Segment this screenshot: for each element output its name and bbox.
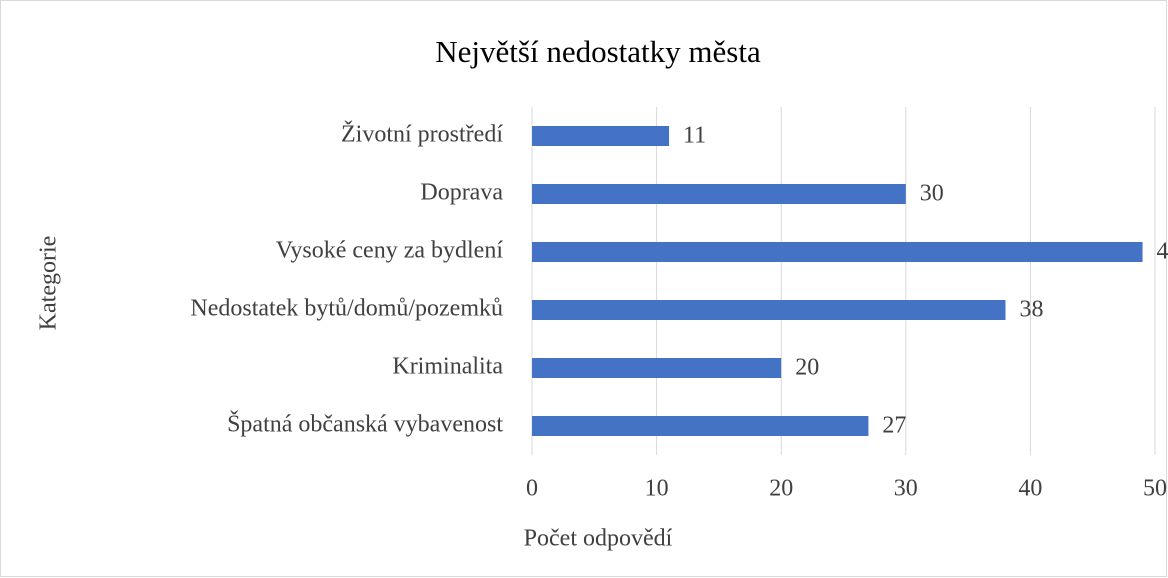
- y-tick-label: Doprava: [420, 180, 503, 206]
- bar: [532, 300, 1006, 320]
- x-tick-label: 50: [1143, 476, 1167, 502]
- y-tick-label: Vysoké ceny za bydlení: [276, 238, 504, 264]
- x-tick-label: 20: [769, 476, 793, 502]
- y-tick-label: Životní prostředí: [341, 122, 503, 148]
- x-tick-label: 10: [645, 476, 669, 502]
- bar: [532, 242, 1143, 262]
- chart-title: Největší nedostatky města: [435, 34, 761, 69]
- data-label: 49: [1157, 239, 1168, 265]
- bar: [532, 416, 869, 436]
- x-tick-label: 30: [894, 476, 918, 502]
- x-tick-label: 40: [1018, 476, 1042, 502]
- x-axis-title: Počet odpovědí: [524, 526, 673, 552]
- bar: [532, 184, 906, 204]
- y-axis-title: Kategorie: [36, 236, 62, 331]
- bar: [532, 126, 670, 146]
- y-tick-label: Špatná občanská vybavenost: [227, 411, 503, 438]
- data-label: 27: [882, 413, 906, 439]
- y-tick-label: Nedostatek bytů/domů/pozemků: [190, 296, 503, 322]
- data-label: 38: [1019, 297, 1043, 323]
- data-label: 20: [795, 355, 819, 381]
- y-tick-label: Kriminalita: [392, 354, 503, 380]
- bar: [532, 358, 782, 378]
- x-tick-label: 0: [526, 476, 538, 502]
- data-label: 11: [683, 123, 706, 149]
- data-label: 30: [920, 181, 944, 207]
